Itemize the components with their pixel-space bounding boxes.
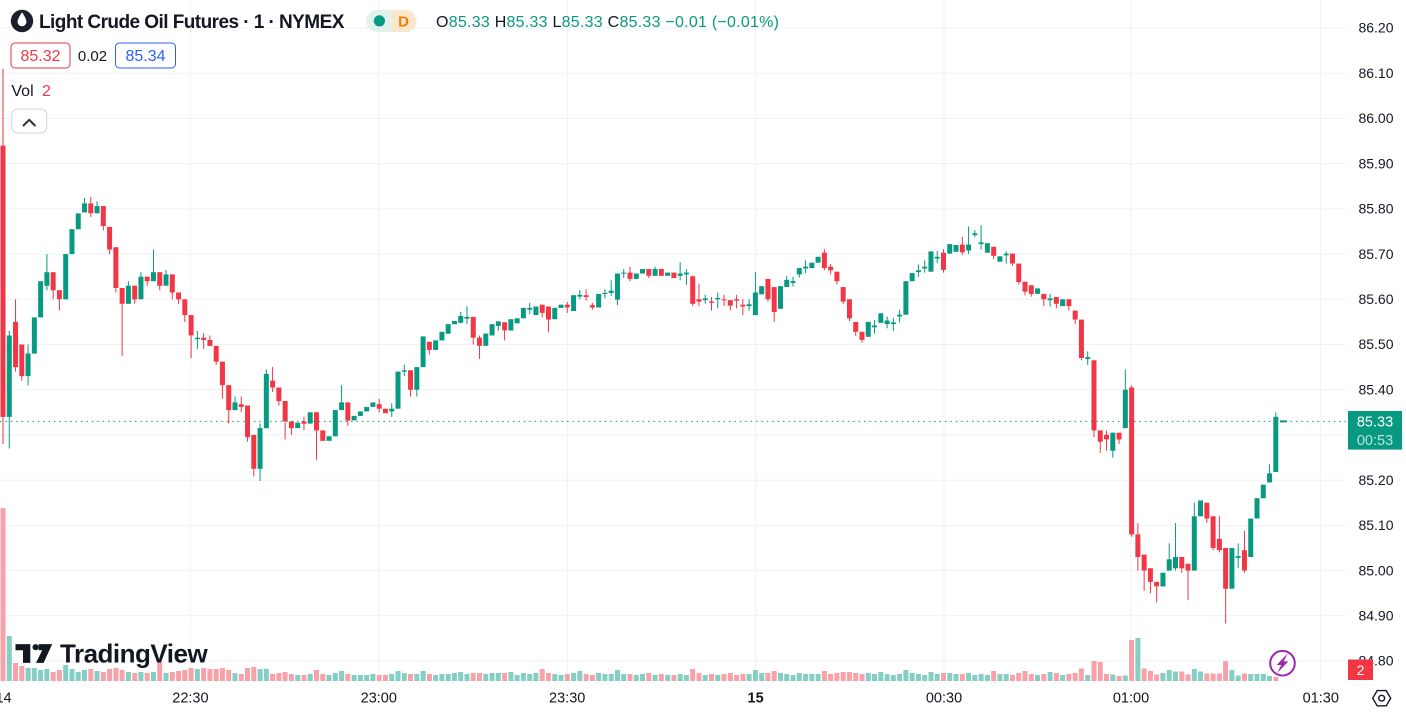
svg-text:23:00: 23:00 <box>361 691 397 707</box>
svg-text:22:30: 22:30 <box>172 691 208 707</box>
svg-text:85.20: 85.20 <box>1358 472 1393 488</box>
svg-text:85.10: 85.10 <box>1358 517 1393 533</box>
svg-text:D: D <box>398 13 409 30</box>
svg-text:85.00: 85.00 <box>1358 562 1393 578</box>
svg-text:85.60: 85.60 <box>1358 291 1393 307</box>
svg-text:Vol: Vol <box>11 83 33 100</box>
svg-text:01:30: 01:30 <box>1303 691 1339 707</box>
svg-text:Light Crude Oil Futures · 1 ·: Light Crude Oil Futures · 1 · NYMEX <box>39 12 345 33</box>
svg-text:85.32: 85.32 <box>20 48 60 65</box>
svg-text:86.00: 86.00 <box>1358 110 1393 126</box>
svg-text:85.50: 85.50 <box>1358 336 1393 352</box>
svg-text:2: 2 <box>42 83 51 100</box>
svg-text:01:00: 01:00 <box>1113 691 1149 707</box>
svg-text:00:53: 00:53 <box>1357 433 1393 449</box>
svg-text:23:30: 23:30 <box>549 691 585 707</box>
svg-text:TradingView: TradingView <box>60 639 208 669</box>
svg-text:00:30: 00:30 <box>926 691 962 707</box>
svg-text:O85.33 H85.33 L85.33 C85.33 −0: O85.33 H85.33 L85.33 C85.33 −0.01 (−0.01… <box>436 14 779 31</box>
svg-text:85.40: 85.40 <box>1358 381 1393 397</box>
svg-text:85.80: 85.80 <box>1358 201 1393 217</box>
svg-text:15: 15 <box>748 691 764 707</box>
svg-text:86.10: 86.10 <box>1358 65 1393 81</box>
svg-text:14: 14 <box>0 691 12 707</box>
svg-text:85.34: 85.34 <box>125 48 165 65</box>
svg-text:84.90: 84.90 <box>1358 608 1393 624</box>
svg-text:85.70: 85.70 <box>1358 246 1393 262</box>
svg-text:0.02: 0.02 <box>78 48 107 65</box>
svg-text:2: 2 <box>1357 662 1365 678</box>
svg-text:86.20: 86.20 <box>1358 20 1393 36</box>
svg-text:85.33: 85.33 <box>1357 415 1393 431</box>
svg-text:85.90: 85.90 <box>1358 155 1393 171</box>
